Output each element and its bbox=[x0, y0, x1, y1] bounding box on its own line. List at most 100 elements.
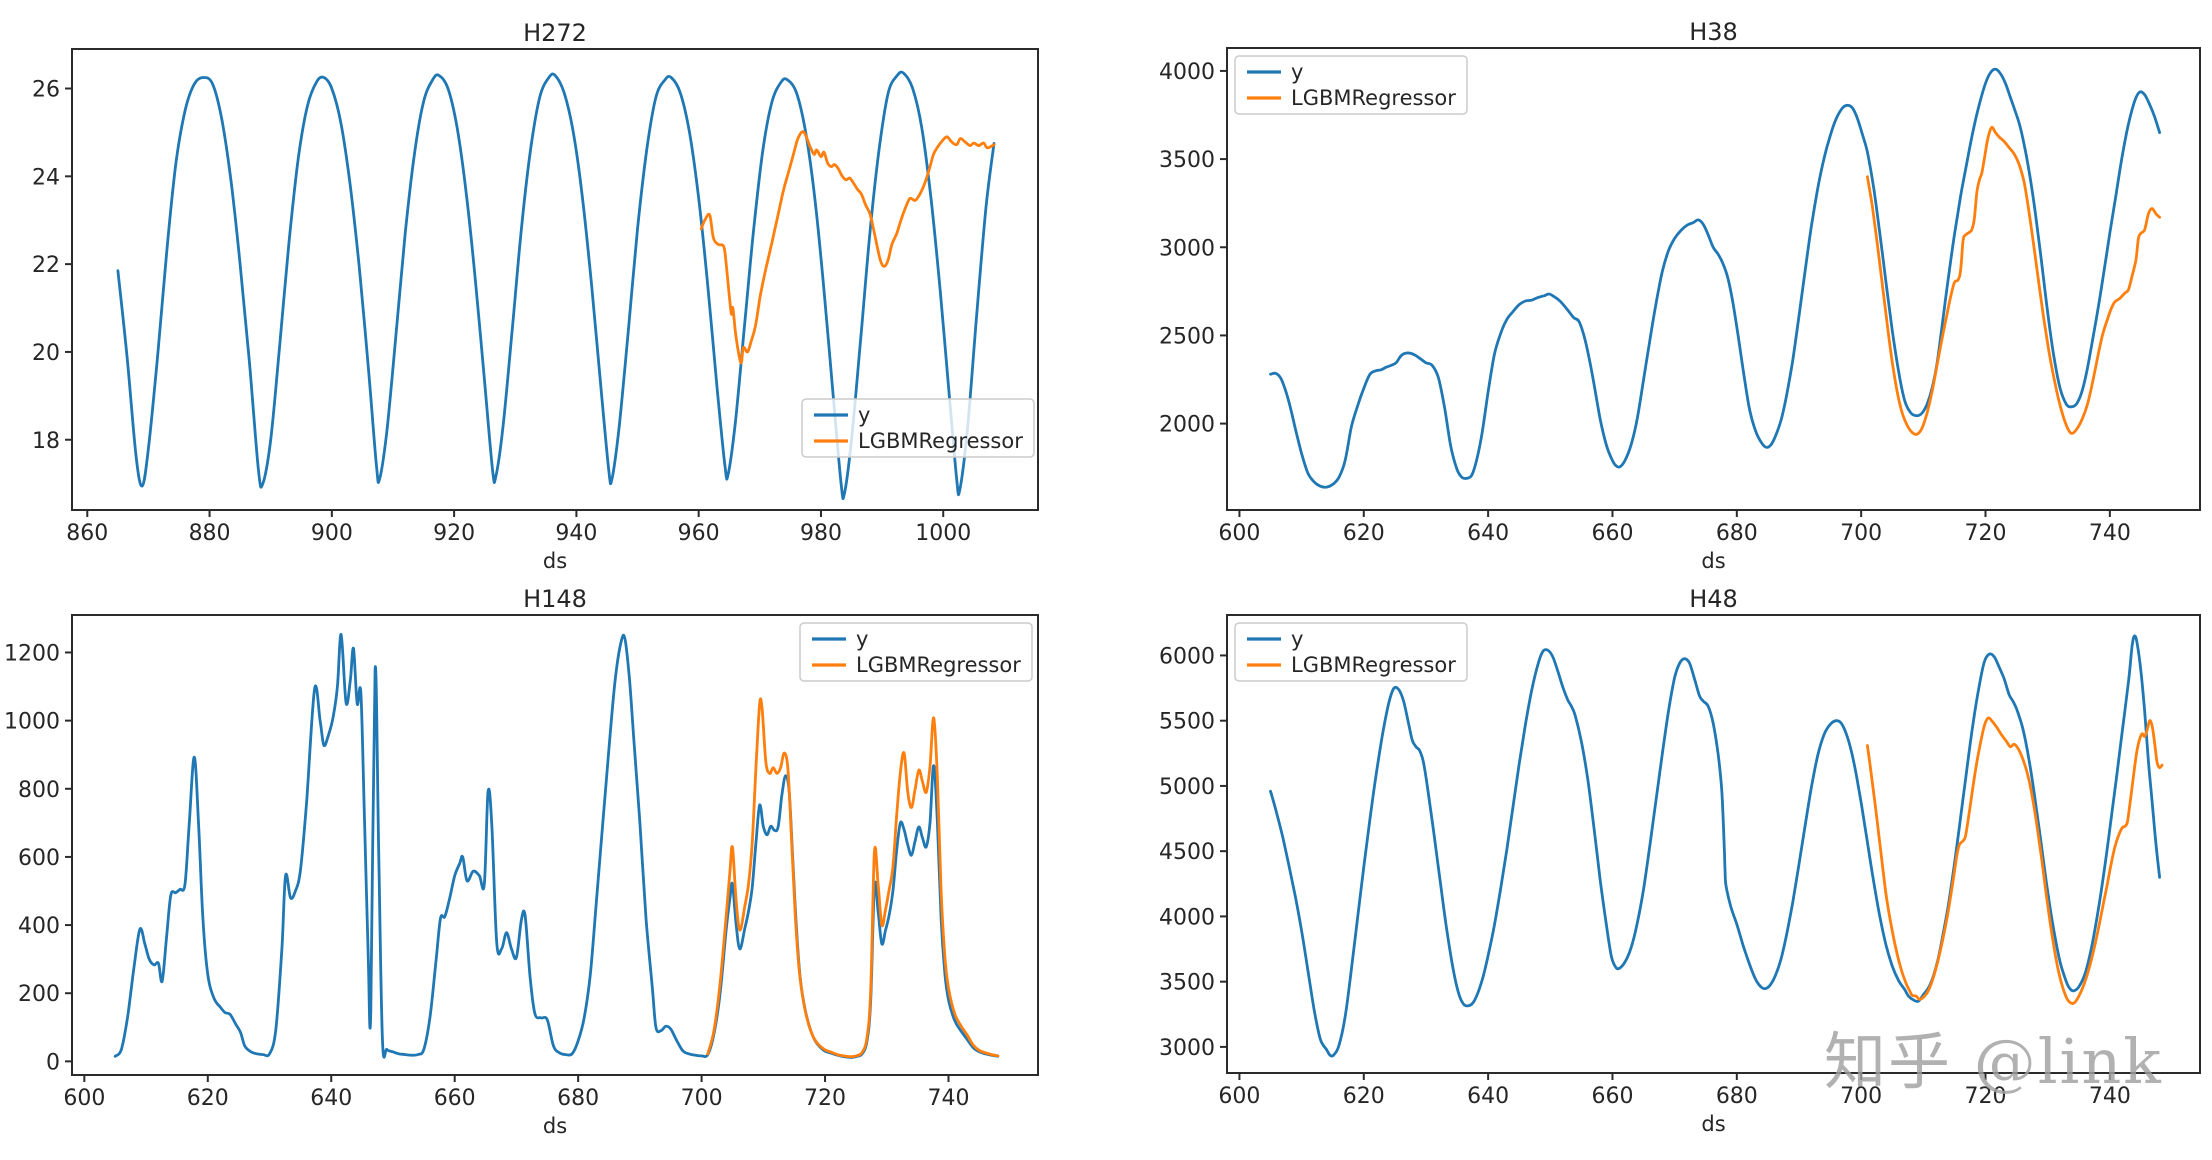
x-tick-label: 1000 bbox=[915, 521, 971, 546]
y-tick-label: 2000 bbox=[1159, 413, 1215, 438]
x-tick-label: 700 bbox=[681, 1086, 723, 1111]
x-tick-label: 660 bbox=[1591, 1084, 1633, 1109]
y-tick-label: 3500 bbox=[1159, 148, 1215, 173]
series-y-line bbox=[1269, 67, 2161, 489]
chart-svg-h48: H48 600 620 640 660 680 700 720 740 3000 3500 4000 4… bbox=[1159, 585, 2201, 1136]
series-lgbmregressor-line bbox=[699, 130, 996, 365]
x-tick-label: 600 bbox=[1218, 1084, 1260, 1109]
plot-frame bbox=[1226, 614, 2201, 1074]
y-tick-label: 200 bbox=[18, 982, 60, 1007]
legend-label: LGBMRegressor bbox=[858, 429, 1023, 453]
y-tick-label: 0 bbox=[46, 1050, 60, 1075]
legend-box bbox=[801, 398, 1035, 458]
x-tick-label: 740 bbox=[2089, 521, 2131, 546]
x-tick-label: 620 bbox=[187, 1086, 229, 1111]
y-tick-label: 4000 bbox=[1159, 60, 1215, 85]
y-tick-label: 5500 bbox=[1159, 710, 1215, 735]
x-tick-label: 700 bbox=[1840, 521, 1882, 546]
chart-title: H48 bbox=[1689, 585, 1738, 613]
x-tick-label: 740 bbox=[2089, 1084, 2131, 1109]
chart-panel-h272: H272 860 880 900 920 940 960 980 1000 18 20 22 24 26 d… bbox=[0, 0, 1106, 580]
plot-frame bbox=[71, 614, 1039, 1076]
x-tick-label: 640 bbox=[1467, 521, 1509, 546]
x-tick-label: 920 bbox=[433, 521, 475, 546]
chart-panel-h38: H38 600 620 640 660 680 700 720 740 2000 2500 3000 3… bbox=[1106, 0, 2212, 580]
chart-svg-h148: H148 600 620 640 660 680 700 720 740 0 200 400 600 80… bbox=[4, 585, 1039, 1138]
x-tick-label: 860 bbox=[66, 521, 108, 546]
x-tick-label: 720 bbox=[804, 1086, 846, 1111]
legend-label: LGBMRegressor bbox=[1291, 653, 1456, 677]
x-tick-label: 900 bbox=[311, 521, 353, 546]
x-tick-label: 980 bbox=[800, 521, 842, 546]
y-tick-label: 18 bbox=[32, 429, 60, 454]
chart-svg-h272: H272 860 880 900 920 940 960 980 1000 18 20 22 24 26 d… bbox=[32, 19, 1039, 573]
x-axis-label: ds bbox=[1701, 549, 1725, 573]
x-tick-label: 680 bbox=[1716, 1084, 1758, 1109]
y-tick-label: 1000 bbox=[4, 710, 60, 735]
series-lgbmregressor-line bbox=[706, 697, 1000, 1058]
y-tick-label: 600 bbox=[18, 846, 60, 871]
legend-label: y bbox=[1291, 60, 1303, 84]
x-tick-label: 680 bbox=[1716, 521, 1758, 546]
plot-frame bbox=[1226, 47, 2201, 511]
x-tick-label: 620 bbox=[1343, 1084, 1385, 1109]
y-tick-label: 6000 bbox=[1159, 644, 1215, 669]
legend-label: y bbox=[858, 403, 870, 427]
series-y-line bbox=[113, 632, 1000, 1059]
x-tick-label: 700 bbox=[1840, 1084, 1882, 1109]
y-tick-label: 24 bbox=[32, 165, 60, 190]
x-axis-label: ds bbox=[543, 1114, 567, 1138]
legend-label: y bbox=[856, 627, 868, 651]
y-tick-label: 4500 bbox=[1159, 840, 1215, 865]
y-tick-label: 2500 bbox=[1159, 324, 1215, 349]
chart-panel-h48: H48 600 620 640 660 680 700 720 740 3000 3500 4000 4… bbox=[1106, 580, 2212, 1160]
x-tick-label: 740 bbox=[927, 1086, 969, 1111]
x-axis-label: ds bbox=[543, 549, 567, 573]
chart-title: H148 bbox=[523, 585, 587, 613]
x-axis-label: ds bbox=[1701, 1112, 1725, 1136]
x-tick-label: 880 bbox=[189, 521, 231, 546]
x-tick-label: 720 bbox=[1965, 521, 2007, 546]
plot-frame bbox=[71, 48, 1039, 511]
chart-svg-h38: H38 600 620 640 660 680 700 720 740 2000 2500 3000 3… bbox=[1159, 18, 2201, 573]
x-tick-label: 600 bbox=[1218, 521, 1260, 546]
x-tick-label: 680 bbox=[557, 1086, 599, 1111]
series-y-line bbox=[1269, 634, 2161, 1058]
series-lgbmregressor-line bbox=[1866, 716, 2164, 1005]
x-tick-label: 620 bbox=[1343, 521, 1385, 546]
y-tick-label: 26 bbox=[32, 78, 60, 103]
y-tick-label: 3500 bbox=[1159, 971, 1215, 996]
y-tick-label: 22 bbox=[32, 253, 60, 278]
x-tick-label: 640 bbox=[310, 1086, 352, 1111]
y-tick-label: 1200 bbox=[4, 641, 60, 666]
x-tick-label: 960 bbox=[678, 521, 720, 546]
series-lgbmregressor-line bbox=[1866, 125, 2161, 436]
y-tick-label: 4000 bbox=[1159, 905, 1215, 930]
x-tick-label: 720 bbox=[1965, 1084, 2007, 1109]
chart-panel-h148: H148 600 620 640 660 680 700 720 740 0 200 400 600 80… bbox=[0, 580, 1106, 1160]
legend-box bbox=[1234, 622, 1468, 682]
x-tick-label: 640 bbox=[1467, 1084, 1509, 1109]
y-tick-label: 5000 bbox=[1159, 775, 1215, 800]
legend-label: y bbox=[1291, 627, 1303, 651]
chart-title: H272 bbox=[523, 19, 587, 47]
y-tick-label: 800 bbox=[18, 778, 60, 803]
x-tick-label: 600 bbox=[63, 1086, 105, 1111]
y-tick-label: 20 bbox=[32, 341, 60, 366]
x-tick-label: 940 bbox=[555, 521, 597, 546]
chart-title: H38 bbox=[1689, 18, 1738, 46]
legend-box bbox=[799, 622, 1033, 682]
y-tick-label: 400 bbox=[18, 914, 60, 939]
legend-label: LGBMRegressor bbox=[856, 653, 1021, 677]
legend-label: LGBMRegressor bbox=[1291, 86, 1456, 110]
y-tick-label: 3000 bbox=[1159, 1036, 1215, 1061]
legend-box bbox=[1234, 55, 1468, 115]
x-tick-label: 660 bbox=[1591, 521, 1633, 546]
x-tick-label: 660 bbox=[434, 1086, 476, 1111]
y-tick-label: 3000 bbox=[1159, 236, 1215, 261]
